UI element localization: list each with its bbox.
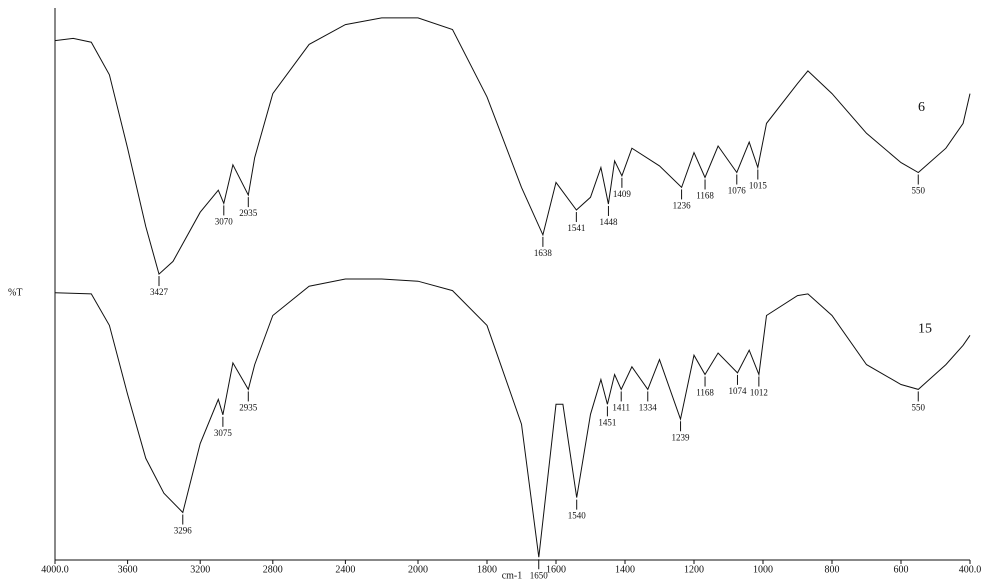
- x-tick-label: 400.0: [959, 564, 982, 575]
- peak-label: 1638: [534, 248, 553, 258]
- peak-label: 1239: [672, 432, 691, 442]
- peak-label: 1409: [613, 189, 632, 199]
- peak-label: 2935: [239, 402, 258, 412]
- x-tick-label: 2400: [335, 564, 355, 575]
- peak-label: 1650: [530, 570, 549, 580]
- peak-label: 1411: [612, 402, 630, 412]
- series-label: 15: [918, 322, 932, 337]
- peak-label: 3296: [174, 526, 193, 536]
- x-tick-label: 3600: [118, 564, 138, 575]
- x-tick-label: 1400: [615, 564, 635, 575]
- peak-label: 550: [912, 402, 926, 412]
- peak-label: 1541: [567, 223, 585, 233]
- x-tick-label: 2000: [408, 564, 428, 575]
- peak-label: 3070: [215, 216, 234, 226]
- peak-label: 1168: [696, 191, 714, 201]
- x-tick-label: 4000.0: [41, 564, 69, 575]
- peak-label: 1074: [728, 386, 747, 396]
- peak-label: 1076: [728, 186, 747, 196]
- x-tick-label: 800: [825, 564, 840, 575]
- x-tick-label: 1600: [546, 564, 566, 575]
- peak-label: 1448: [599, 217, 618, 227]
- spectrum-line: [54, 17, 971, 276]
- x-axis-label: cm-1: [502, 570, 523, 580]
- series-label: 6: [918, 100, 925, 115]
- peak-label: 1015: [749, 181, 768, 191]
- peak-label: 1334: [639, 402, 658, 412]
- x-tick-label: 2800: [263, 564, 283, 575]
- peak-label: 550: [912, 186, 926, 196]
- x-tick-label: 600: [894, 564, 909, 575]
- x-tick-label: 1000: [753, 564, 773, 575]
- x-tick-label: 1200: [684, 564, 704, 575]
- peak-label: 1012: [750, 388, 768, 398]
- peak-label: 3427: [150, 287, 169, 297]
- peak-label: 1168: [696, 388, 714, 398]
- peak-label: 1540: [568, 511, 587, 521]
- spectrum-line: [54, 278, 971, 558]
- x-tick-label: 1800: [477, 564, 497, 575]
- x-tick-label: 3200: [190, 564, 210, 575]
- y-axis-label: %T: [8, 287, 22, 298]
- peak-label: 1451: [598, 417, 616, 427]
- peak-label: 1236: [673, 200, 692, 210]
- peak-label: 2935: [239, 208, 258, 218]
- peak-label: 3075: [214, 428, 233, 438]
